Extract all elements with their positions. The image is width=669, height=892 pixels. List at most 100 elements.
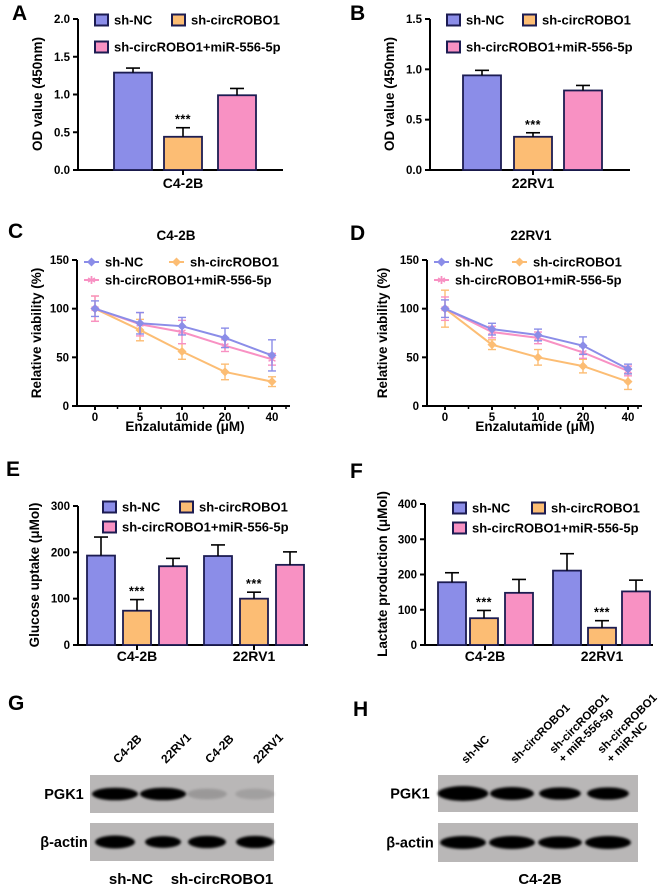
marker-diamond xyxy=(578,341,588,351)
x-tick-label: 40 xyxy=(266,412,279,424)
bar xyxy=(275,563,305,646)
x-tick-label: 20 xyxy=(577,412,590,424)
x-tick-label: 5 xyxy=(137,412,144,424)
marker-diamond xyxy=(515,257,524,267)
lane-label-line: C4-2B xyxy=(202,731,237,766)
y-tick-label: 200 xyxy=(51,547,70,559)
bar xyxy=(158,565,188,646)
data-line xyxy=(444,307,629,372)
bar xyxy=(621,590,651,646)
x-tick-label: 0 xyxy=(92,412,98,424)
legend-label: sh-NC xyxy=(455,255,494,270)
legend-swatch xyxy=(171,13,186,27)
bar xyxy=(462,74,502,171)
y-tick-label: 50 xyxy=(56,352,69,364)
y-tick-label: 2.0 xyxy=(54,14,70,26)
chart-title: C4-2B xyxy=(156,228,195,243)
category-label: C4-2B xyxy=(465,648,505,664)
panel-h: H sh-NC sh-circROBO1 sh-circROBO1+ miR-556… xyxy=(335,680,669,892)
bar-chart-od-c42b: 0.0 0.5 1.0 1.5 2.0 OD value (450nm) sh-NC sh-c… xyxy=(30,13,283,191)
y-tick-label: 0 xyxy=(63,401,69,413)
bar xyxy=(113,71,153,171)
panel-letter-d: D xyxy=(350,222,366,245)
y-tick-label: 300 xyxy=(398,534,417,546)
y-axis-title: OD value (450nm) xyxy=(382,37,397,151)
protein-band xyxy=(145,836,182,848)
legend-swatch xyxy=(94,40,109,54)
marker-diamond xyxy=(533,352,543,362)
protein-band xyxy=(236,835,275,849)
significance-stars: *** xyxy=(246,577,262,591)
protein-band xyxy=(585,836,631,849)
legend-swatch xyxy=(446,40,461,54)
line-chart-viability-c42b: C4-2B 0 50 100 150 Relative viability (%) 0 5 10… xyxy=(29,228,290,434)
legend-label: sh-circROBO1+miR-556-5p xyxy=(455,273,622,288)
y-tick-label: 50 xyxy=(406,352,419,364)
y-tick-label: 0.5 xyxy=(54,127,71,139)
legend-swatch xyxy=(446,13,461,27)
bar xyxy=(469,617,499,646)
y-axis-title: OD value (450nm) xyxy=(30,37,45,151)
panel-d: D 22RV1 0 50 100 150 Relative viability (%) 0 5… xyxy=(335,200,669,440)
protein-band xyxy=(538,836,582,849)
legend-swatch xyxy=(94,13,109,27)
protein-band xyxy=(539,787,581,800)
legend-label: sh-circROBO1 xyxy=(533,255,622,270)
marker-diamond xyxy=(220,367,230,377)
bar xyxy=(122,609,152,646)
legend-label: sh-circROBO1 xyxy=(191,13,280,28)
panel-g: G C4-2B 22RV1 C4-2B 22RV1 PGK1 β-actin sh-NC sh… xyxy=(0,680,334,892)
protein-band xyxy=(440,836,486,849)
category-label: C4-2B xyxy=(117,648,157,664)
bar xyxy=(437,581,467,646)
y-tick-label: 0.0 xyxy=(54,165,70,177)
x-tick-label: 5 xyxy=(489,412,496,424)
protein-band xyxy=(188,835,227,849)
panel-letter-e: E xyxy=(6,458,21,481)
bar xyxy=(239,597,269,646)
x-tick-label: 10 xyxy=(532,412,545,424)
legend-swatch xyxy=(102,520,117,534)
panel-letter-g: G xyxy=(8,692,25,715)
bar-chart-glucose-uptake: 0 100 200 300 Glucose uptake (μMol) sh-NC sh-c… xyxy=(27,500,308,664)
marker-diamond xyxy=(177,346,187,356)
bar xyxy=(163,135,203,171)
marker-diamond xyxy=(87,257,96,267)
lane-label-line: sh-NC xyxy=(460,734,492,766)
y-tick-label: 100 xyxy=(51,594,70,606)
y-tick-label: 100 xyxy=(398,605,417,617)
panel-a: A 0.0 0.5 1.0 1.5 2.0 OD value (450nm) sh-NC sh… xyxy=(0,0,334,200)
panel-e: E 0 100 200 300 Glucose uptake (μMol) sh-NC sh… xyxy=(0,440,334,680)
bar xyxy=(217,94,257,171)
group-label: C4-2B xyxy=(518,871,562,888)
y-tick-label: 0.5 xyxy=(406,115,423,127)
y-tick-label: 300 xyxy=(51,501,70,513)
significance-stars: *** xyxy=(525,118,541,132)
x-tick-label: 20 xyxy=(219,412,232,424)
category-label: 22RV1 xyxy=(233,648,276,664)
marker-diamond xyxy=(623,377,633,387)
panel-letter-h: H xyxy=(353,698,369,721)
marker-diamond xyxy=(578,361,588,371)
marker-diamond xyxy=(623,364,633,374)
legend-label: sh-circROBO1+miR-556-5p xyxy=(122,520,289,535)
legend-label: sh-circROBO1+miR-556-5p xyxy=(466,40,633,55)
x-axis-title: Enzalutamide (μM) xyxy=(125,419,244,434)
panel-letter-a: A xyxy=(12,2,28,25)
lane-label-line: C4-2B xyxy=(110,731,145,766)
bar-chart-lactate-production: 0 100 200 300 400 Lactate production (μMol) sh… xyxy=(375,491,653,664)
bar xyxy=(203,555,233,646)
x-axis-title: Enzalutamide (μM) xyxy=(475,419,594,434)
legend-swatch xyxy=(531,501,546,515)
marker-diamond xyxy=(440,304,450,314)
y-axis-title: Glucose uptake (μMol) xyxy=(27,503,42,648)
protein-band xyxy=(187,788,227,800)
marker-diamond xyxy=(487,340,497,350)
category-label: 22RV1 xyxy=(512,175,555,191)
marker-diamond xyxy=(220,333,230,343)
protein-band xyxy=(489,836,535,849)
significance-stars: *** xyxy=(594,606,610,620)
lane-label: 22RV1 xyxy=(250,730,286,766)
bar xyxy=(513,135,553,171)
